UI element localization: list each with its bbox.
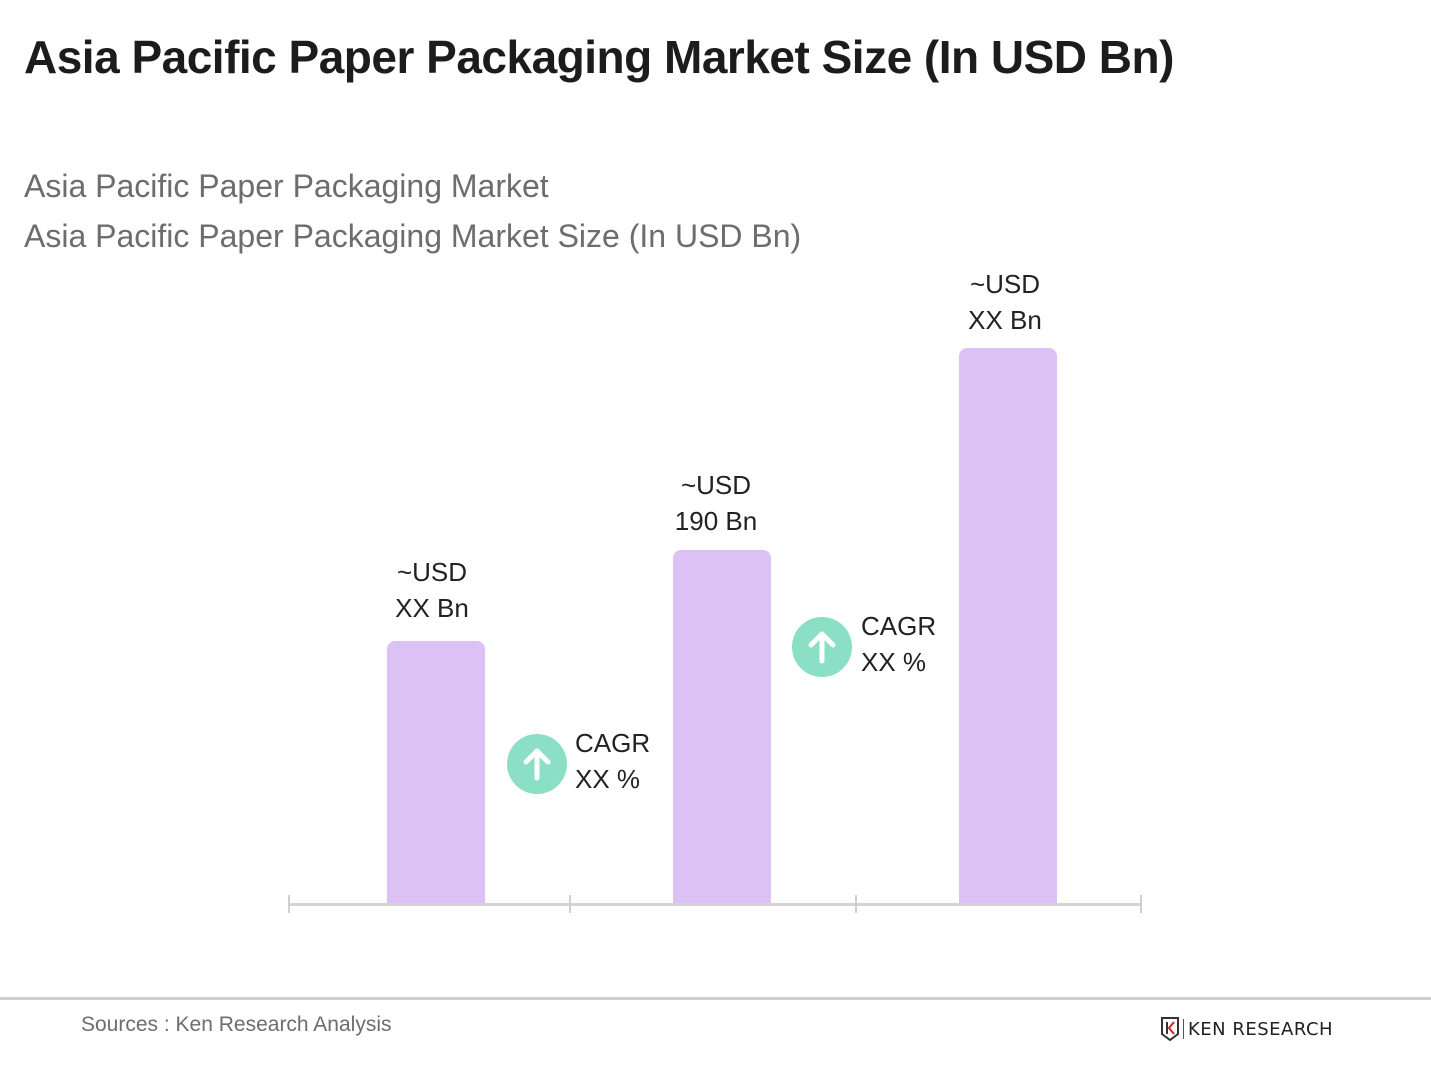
logo-separator (1183, 1019, 1184, 1039)
axis-tick (855, 895, 857, 913)
axis-tick (569, 895, 571, 913)
footer-divider (0, 997, 1431, 1000)
bar-label: ~USD 190 Bn (636, 467, 796, 539)
bar-label: ~USD XX Bn (925, 266, 1085, 338)
chart-subtitle: Asia Pacific Paper Packaging Market (24, 168, 549, 204)
cagr-value: XX % (575, 764, 641, 794)
bar-label-value: 190 Bn (674, 506, 758, 536)
chart-title: Asia Pacific Paper Packaging Market Size… (24, 31, 1174, 83)
arrow-up-icon (792, 617, 852, 677)
cagr-annotation: CAGR XX % (575, 725, 650, 797)
axis-tick (288, 895, 290, 913)
bar-label: ~USD XX Bn (352, 554, 512, 626)
source-note: Sources : Ken Research Analysis (81, 1013, 392, 1036)
ken-logo-icon (1161, 1017, 1179, 1042)
bar-label-prefix: ~USD (969, 269, 1041, 299)
bar-label-prefix: ~USD (680, 470, 752, 500)
cagr-value: XX % (861, 647, 927, 677)
axis-tick (1140, 895, 1142, 913)
bar-label-prefix: ~USD (396, 557, 468, 587)
logo-text: KEN RESEARCH (1188, 1018, 1334, 1040)
bar-2 (673, 550, 771, 904)
bar-1 (387, 641, 485, 904)
cagr-annotation: CAGR XX % (861, 608, 936, 680)
cagr-label: CAGR (861, 611, 937, 641)
arrow-up-icon (507, 734, 567, 794)
bar-label-value: XX Bn (395, 593, 469, 623)
bar-label-value: XX Bn (968, 305, 1042, 335)
cagr-label: CAGR (575, 728, 651, 758)
chart-subtitle-secondary: Asia Pacific Paper Packaging Market Size… (24, 218, 802, 254)
ken-research-logo: KEN RESEARCH (1160, 1016, 1333, 1042)
x-axis (288, 903, 1142, 906)
bar-3 (959, 348, 1057, 904)
